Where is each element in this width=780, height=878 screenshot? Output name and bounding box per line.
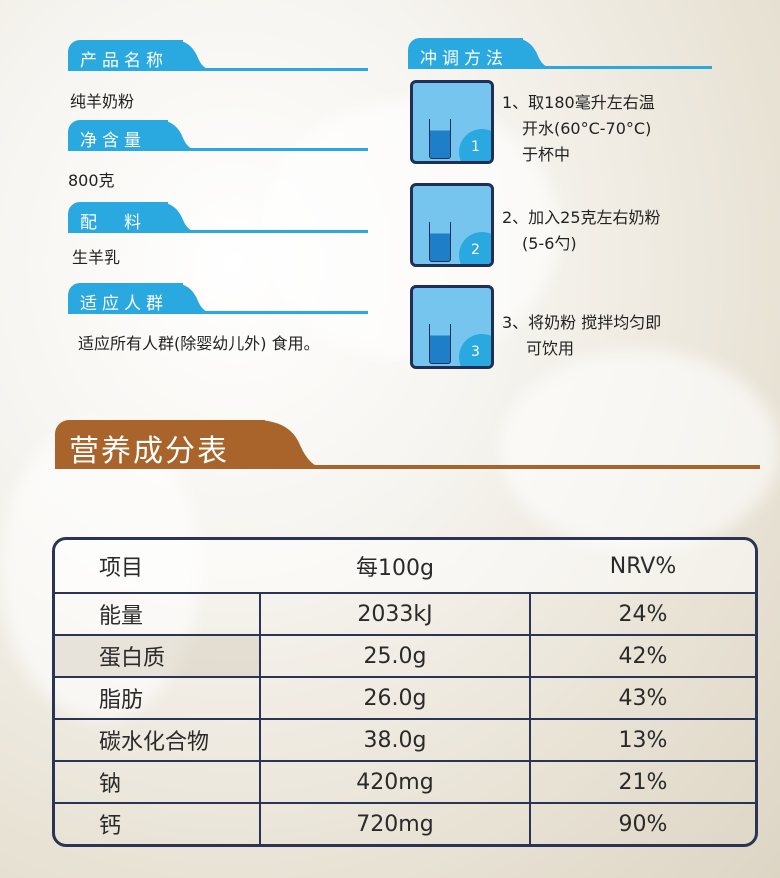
- target-group-value: 适应所有人群(除婴幼儿外) 食用。: [78, 334, 320, 353]
- step-line: 1、取180毫升左右温: [502, 93, 655, 112]
- table-row: 脂肪 26.0g 43%: [55, 676, 755, 718]
- product-name-value: 纯羊奶粉: [70, 92, 135, 111]
- nutrient-amount: 720mg: [259, 802, 531, 844]
- nutrient-nrv: 43%: [531, 676, 755, 718]
- glass-icon: [429, 324, 451, 364]
- step-line: 2、加入25克左右奶粉: [502, 208, 661, 227]
- nutrient-amount: 420mg: [259, 760, 531, 802]
- net-content-value: 800克: [68, 171, 115, 190]
- step-line: 可饮用: [526, 339, 575, 358]
- nutrient-nrv: 21%: [531, 760, 755, 802]
- table-row: 能量 2033kJ 24%: [55, 592, 755, 634]
- table-header-row: 项目 每100g NRV%: [55, 540, 755, 592]
- nutrient-amount: 26.0g: [259, 676, 531, 718]
- header-per-100g: 每100g: [259, 540, 531, 592]
- nutrient-name: 脂肪: [55, 676, 259, 718]
- ingredients-value: 生羊乳: [72, 248, 121, 267]
- step-3-text: 3、将奶粉 搅拌均匀即可饮用: [502, 310, 661, 362]
- step-number: 3: [459, 334, 491, 366]
- header-nrv: NRV%: [531, 540, 755, 592]
- table-row: 蛋白质 25.0g 42%: [55, 634, 755, 676]
- step-line: (5-6勺): [522, 234, 577, 253]
- nutrient-nrv: 90%: [531, 802, 755, 844]
- nutrient-name: 蛋白质: [55, 634, 259, 676]
- section-tab: 配 料: [68, 202, 168, 233]
- step-1-illustration: 1: [410, 80, 494, 164]
- step-number: 2: [459, 232, 491, 264]
- step-line: 开水(60°C-70°C): [522, 119, 652, 138]
- nutrient-amount: 38.0g: [259, 718, 531, 760]
- header-item: 项目: [55, 540, 259, 592]
- table-row: 钙 720mg 90%: [55, 802, 755, 844]
- nutrient-name: 碳水化合物: [55, 718, 259, 760]
- nutrition-title: 营养成分表: [69, 434, 229, 469]
- nutrient-nrv: 13%: [531, 718, 755, 760]
- nutrition-table: 项目 每100g NRV% 能量 2033kJ 24% 蛋白质 25.0g 42% 脂肪 26.0…: [52, 537, 758, 847]
- nutrient-name: 钠: [55, 760, 259, 802]
- nutrient-nrv: 24%: [531, 592, 755, 634]
- step-3-illustration: 3: [410, 285, 494, 369]
- nutrient-name: 能量: [55, 592, 259, 634]
- step-2-text: 2、加入25克左右奶粉 (5-6勺): [502, 205, 661, 257]
- section-tab: 产品名称: [68, 40, 183, 71]
- step-2-illustration: 2: [410, 183, 494, 267]
- step-line: 3、将奶粉 搅拌均匀即: [502, 313, 662, 332]
- nutrient-nrv: 42%: [531, 634, 755, 676]
- nutrient-amount: 25.0g: [259, 634, 531, 676]
- nutrition-title-banner: 营养成分表: [55, 420, 760, 472]
- nutrient-amount: 2033kJ: [259, 592, 531, 634]
- nutrient-name: 钙: [55, 802, 259, 844]
- section-tab: 净含量: [68, 120, 168, 151]
- background-splash: [500, 350, 780, 550]
- glass-icon: [429, 119, 451, 159]
- step-1-text: 1、取180毫升左右温开水(60°C-70°C) 于杯中: [502, 90, 655, 168]
- glass-icon: [429, 222, 451, 262]
- table-row: 碳水化合物 38.0g 13%: [55, 718, 755, 760]
- step-line: 于杯中: [522, 145, 571, 164]
- section-tab: 适应人群: [68, 283, 183, 314]
- step-number: 1: [459, 129, 491, 161]
- section-tab: 冲调方法: [408, 38, 523, 69]
- table-row: 钠 420mg 21%: [55, 760, 755, 802]
